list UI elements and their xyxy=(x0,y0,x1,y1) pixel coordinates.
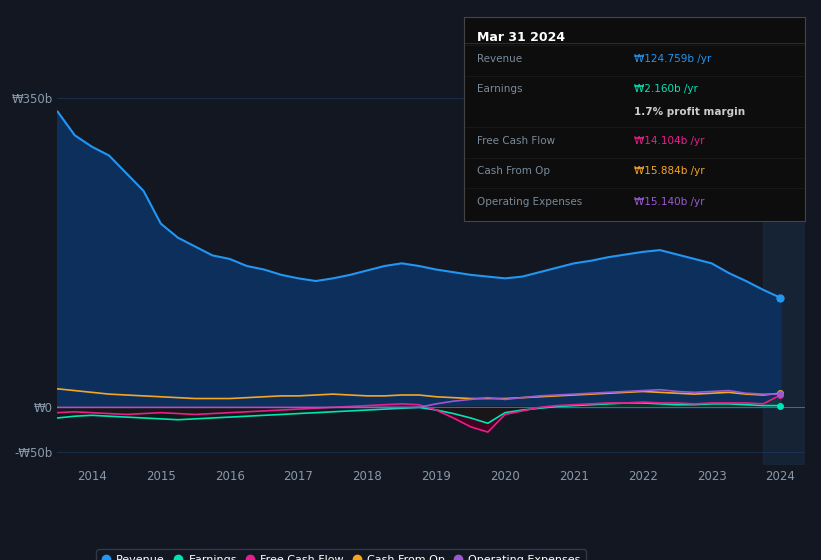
Text: ₩2.160b /yr: ₩2.160b /yr xyxy=(635,85,698,95)
Bar xyxy=(764,67,805,465)
Text: Revenue: Revenue xyxy=(478,54,523,64)
Text: ₩15.140b /yr: ₩15.140b /yr xyxy=(635,197,704,207)
Text: ₩124.759b /yr: ₩124.759b /yr xyxy=(635,54,712,64)
Text: 1.7% profit margin: 1.7% profit margin xyxy=(635,107,745,117)
Text: Cash From Op: Cash From Op xyxy=(478,166,551,176)
Text: Operating Expenses: Operating Expenses xyxy=(478,197,583,207)
Text: ₩14.104b /yr: ₩14.104b /yr xyxy=(635,136,704,146)
Text: Free Cash Flow: Free Cash Flow xyxy=(478,136,556,146)
Text: ₩15.884b /yr: ₩15.884b /yr xyxy=(635,166,705,176)
Text: Earnings: Earnings xyxy=(478,85,523,95)
Legend: Revenue, Earnings, Free Cash Flow, Cash From Op, Operating Expenses: Revenue, Earnings, Free Cash Flow, Cash … xyxy=(96,549,586,560)
Text: Mar 31 2024: Mar 31 2024 xyxy=(478,31,566,44)
